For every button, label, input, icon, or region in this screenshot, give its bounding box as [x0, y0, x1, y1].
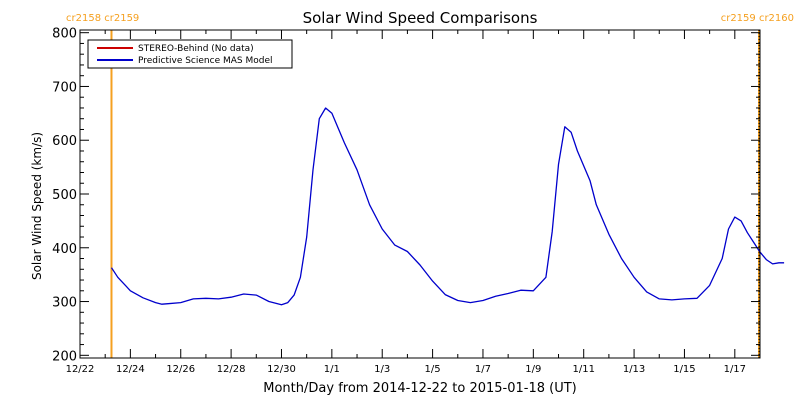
- y-tick-label-200: 200: [52, 349, 77, 364]
- series-line-mas-model: [110, 107, 785, 306]
- x-tick-label: 1/9: [525, 364, 541, 375]
- carrington-label-0: cr2158 cr2159: [66, 13, 139, 24]
- x-tick-label: 1/5: [425, 364, 441, 375]
- y-tick-label-600: 600: [52, 134, 77, 149]
- x-axis-label: Month/Day from 2014-12-22 to 2015-01-18 …: [263, 381, 576, 396]
- legend-label-stereo-behind: STEREO-Behind (No data): [138, 44, 254, 54]
- x-tick-label: 12/28: [217, 364, 246, 375]
- carrington-label-1: cr2159 cr2160: [721, 13, 794, 24]
- x-tick-label: 12/24: [116, 364, 145, 375]
- y-axis-label: Solar Wind Speed (km/s): [30, 132, 44, 280]
- x-tick-label: 12/30: [267, 364, 296, 375]
- plot-frame: [79, 29, 761, 359]
- y-tick-label-300: 300: [52, 296, 77, 311]
- x-tick-label: 1/3: [374, 364, 390, 375]
- x-tick-label: 12/22: [66, 364, 95, 375]
- y-tick-label-400: 400: [52, 242, 77, 257]
- x-tick-label: 1/1: [324, 364, 340, 375]
- y-tick-label-700: 700: [52, 80, 77, 95]
- x-tick-label: 1/11: [572, 364, 594, 375]
- y-tick-label-500: 500: [52, 188, 77, 203]
- x-tick-label: 1/13: [623, 364, 645, 375]
- y-tick-label-800: 800: [52, 27, 77, 42]
- legend-box: [87, 39, 293, 69]
- x-tick-label: 12/26: [166, 364, 195, 375]
- legend: STEREO-Behind (No data) Predictive Scien…: [87, 39, 293, 69]
- x-tick-label: 1/7: [475, 364, 491, 375]
- x-tick-label: 1/17: [724, 364, 746, 375]
- legend-label-mas-model: Predictive Science MAS Model: [138, 56, 273, 66]
- chart-title: Solar Wind Speed Comparisons: [303, 9, 538, 27]
- x-tick-label: 1/15: [673, 364, 695, 375]
